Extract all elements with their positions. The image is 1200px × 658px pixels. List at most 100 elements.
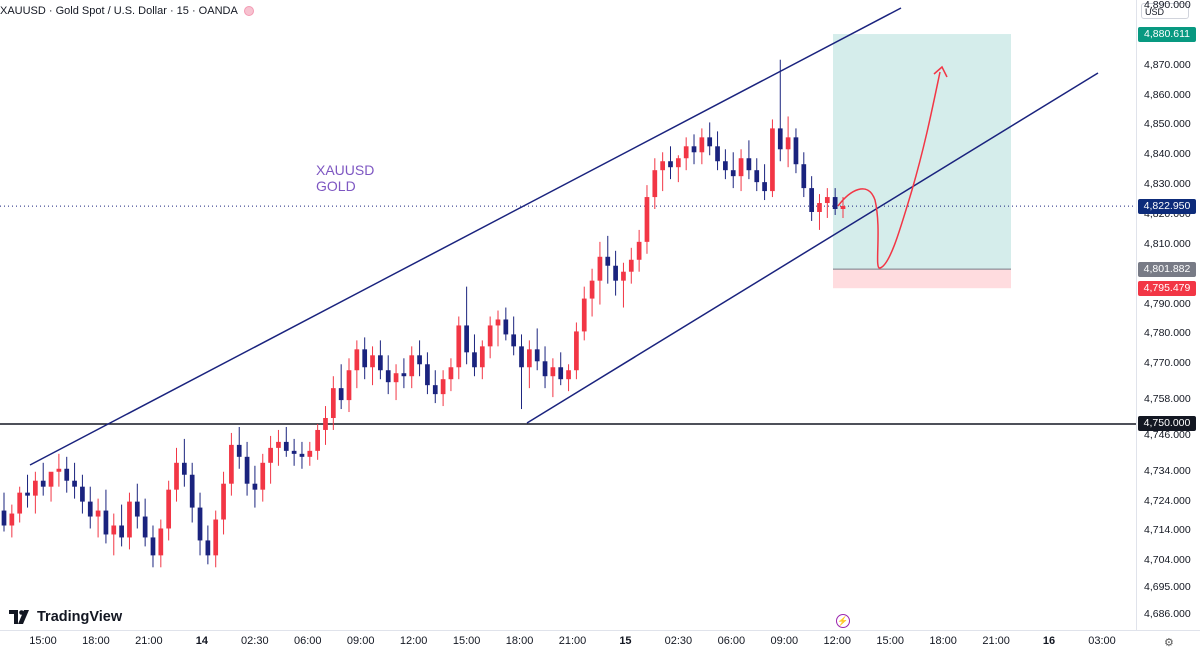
candle[interactable] — [801, 152, 807, 198]
candle[interactable] — [354, 340, 360, 389]
candle[interactable] — [832, 188, 838, 215]
candle[interactable] — [770, 119, 775, 198]
candle[interactable] — [425, 352, 430, 395]
status-circle-icon[interactable] — [243, 6, 254, 16]
candle[interactable] — [456, 316, 462, 380]
candle[interactable] — [1, 492, 7, 532]
price-tag[interactable]: 4,880.611 — [1138, 26, 1196, 42]
candle[interactable] — [793, 128, 799, 174]
candle[interactable] — [675, 155, 681, 183]
candle[interactable] — [668, 146, 673, 180]
candle[interactable] — [370, 346, 375, 386]
candle[interactable] — [205, 525, 211, 565]
candle[interactable] — [581, 286, 587, 341]
candle[interactable] — [503, 307, 509, 341]
candle[interactable] — [550, 358, 556, 398]
candle[interactable] — [723, 149, 728, 180]
candle[interactable] — [464, 286, 469, 365]
candle[interactable] — [213, 510, 219, 568]
candle[interactable] — [385, 355, 391, 395]
candle[interactable] — [409, 346, 415, 389]
candle[interactable] — [346, 358, 352, 413]
channel-lower-line[interactable] — [526, 72, 1099, 424]
candle[interactable] — [487, 316, 493, 359]
candle[interactable] — [9, 504, 15, 538]
candle[interactable] — [824, 188, 830, 218]
candle[interactable] — [260, 453, 266, 502]
candle[interactable] — [252, 465, 258, 508]
candle[interactable] — [566, 364, 571, 392]
candle[interactable] — [558, 352, 564, 386]
candle[interactable] — [644, 185, 650, 254]
candle[interactable] — [17, 486, 23, 523]
lightning-icon[interactable]: ⚡ — [836, 614, 850, 628]
candle[interactable] — [628, 247, 634, 284]
candle[interactable] — [542, 346, 548, 389]
price-tag[interactable]: 4,801.882 — [1138, 261, 1196, 277]
candle[interactable] — [338, 364, 344, 410]
candle[interactable] — [597, 241, 603, 305]
candle[interactable] — [621, 262, 626, 308]
candle[interactable] — [291, 438, 297, 466]
candle[interactable] — [221, 471, 226, 535]
candlestick-chart[interactable] — [0, 0, 1136, 630]
candle[interactable] — [307, 441, 313, 466]
candle[interactable] — [134, 483, 140, 529]
candle[interactable] — [33, 471, 38, 514]
candle[interactable] — [652, 158, 658, 210]
candle[interactable] — [738, 149, 744, 192]
candle[interactable] — [417, 340, 422, 377]
candle[interactable] — [785, 116, 791, 168]
chart-plot-area[interactable]: XAUUSD GOLD — [0, 0, 1136, 630]
symbol-header[interactable]: XAUUSD · Gold Spot / U.S. Dollar · 15 · … — [0, 3, 254, 19]
candle[interactable] — [236, 426, 242, 469]
candle[interactable] — [699, 128, 705, 165]
candle[interactable] — [166, 480, 172, 541]
candle[interactable] — [323, 406, 328, 445]
price-axis[interactable] — [1136, 0, 1200, 630]
candle[interactable] — [127, 492, 132, 550]
candle[interactable] — [401, 358, 407, 389]
candle[interactable] — [519, 334, 524, 410]
candle[interactable] — [25, 474, 30, 508]
candle[interactable] — [276, 429, 281, 466]
chart-annotation-text[interactable]: XAUUSD GOLD — [316, 162, 374, 194]
candle[interactable] — [56, 453, 62, 487]
candle[interactable] — [613, 250, 618, 296]
candle[interactable] — [244, 441, 250, 496]
candle[interactable] — [691, 134, 697, 165]
candle[interactable] — [315, 423, 320, 460]
candle[interactable] — [189, 462, 195, 523]
candle[interactable] — [440, 370, 446, 407]
candle[interactable] — [174, 447, 179, 502]
candle[interactable] — [40, 462, 46, 496]
position-stop-zone[interactable] — [833, 269, 1011, 289]
candle[interactable] — [660, 152, 666, 192]
candle[interactable] — [448, 358, 454, 392]
candle[interactable] — [197, 492, 203, 556]
candle[interactable] — [95, 498, 101, 538]
channel-upper-line[interactable] — [29, 7, 902, 466]
candle[interactable] — [589, 268, 595, 317]
candle[interactable] — [715, 131, 720, 171]
currency-selector[interactable]: USD — [1141, 3, 1189, 19]
candle[interactable] — [817, 194, 822, 230]
candle[interactable] — [229, 432, 234, 496]
candle[interactable] — [330, 376, 336, 430]
candle[interactable] — [511, 316, 517, 356]
candle[interactable] — [636, 229, 642, 272]
tradingview-logo[interactable]: TradingView — [9, 608, 122, 626]
candle[interactable] — [730, 152, 736, 189]
candle[interactable] — [103, 489, 109, 544]
candle[interactable] — [87, 486, 93, 529]
candle[interactable] — [158, 519, 164, 568]
candle[interactable] — [777, 59, 783, 162]
price-tag[interactable]: 4,795.479 — [1138, 280, 1196, 296]
gear-icon[interactable]: ⚙ — [1164, 637, 1174, 649]
candle[interactable] — [495, 310, 501, 347]
candle[interactable] — [472, 334, 477, 377]
candle[interactable] — [362, 337, 368, 380]
candle[interactable] — [299, 441, 305, 469]
candle[interactable] — [605, 235, 611, 284]
candle[interactable] — [534, 328, 540, 371]
